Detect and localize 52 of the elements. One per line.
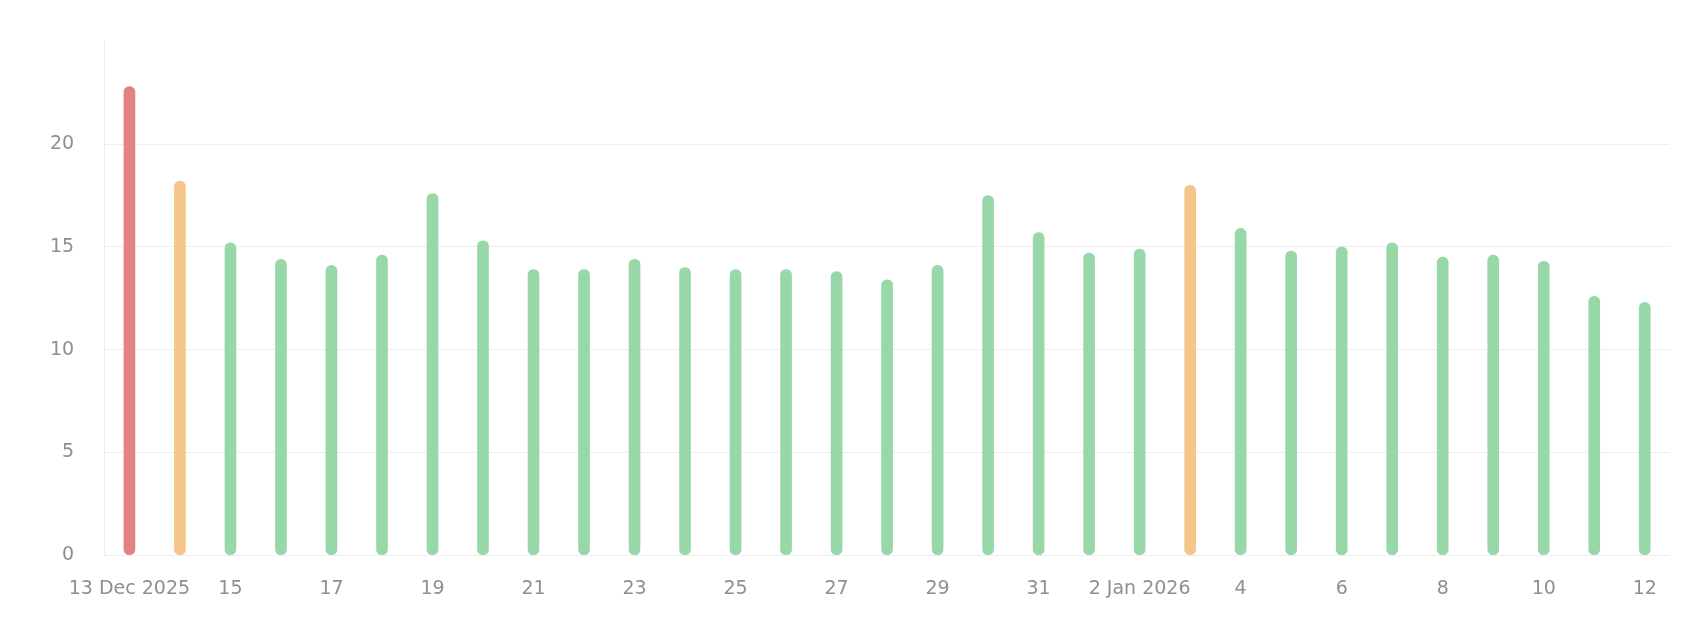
bar: [881, 279, 893, 556]
x-tick-label: 13 Dec 2025: [68, 575, 191, 598]
bar: [1032, 232, 1045, 556]
y-tick-label: 5: [62, 439, 75, 462]
x-tick-label: 19: [420, 575, 445, 598]
bar: [174, 180, 186, 556]
x-tick-label: 21: [521, 575, 546, 598]
y-tick-label: 20: [49, 131, 75, 154]
bar: [376, 254, 388, 556]
bar: [628, 258, 641, 556]
bar: [1588, 295, 1601, 556]
x-tick-label: 6: [1335, 575, 1348, 598]
x-tick-label: 2 Jan 2026: [1088, 575, 1191, 598]
x-tick-label: 10: [1531, 575, 1556, 598]
bar: [982, 195, 994, 556]
bar: [1638, 302, 1651, 556]
bar: [830, 271, 843, 556]
bar: [325, 265, 338, 556]
bar: [578, 269, 590, 556]
bar: [1133, 248, 1146, 556]
bar: [477, 240, 489, 556]
bar: [1184, 184, 1196, 556]
bar: [679, 267, 691, 556]
bar: [729, 269, 742, 556]
x-tick-label: 12: [1632, 575, 1657, 598]
bar: [275, 258, 287, 556]
y-tick-label: 10: [49, 336, 75, 359]
bar: [1537, 260, 1550, 556]
bar: [1083, 252, 1095, 556]
bar: [1386, 242, 1399, 556]
bar: [527, 269, 540, 556]
x-tick-label: 23: [622, 575, 647, 598]
bar: [224, 242, 237, 556]
y-tick-label: 0: [62, 542, 75, 565]
x-tick-label: 17: [319, 575, 344, 598]
y-tick-label: 15: [49, 233, 75, 256]
bar: [1285, 250, 1297, 556]
bar: [1234, 228, 1247, 556]
bar: [1335, 246, 1348, 556]
bar: [1487, 254, 1500, 556]
x-tick-label: 25: [723, 575, 748, 598]
bar: [123, 86, 136, 556]
x-tick-label: 29: [925, 575, 950, 598]
x-tick-label: 15: [218, 575, 243, 598]
x-tick-label: 8: [1436, 575, 1449, 598]
x-tick-label: 27: [824, 575, 849, 598]
x-tick-label: 4: [1234, 575, 1247, 598]
x-tick-label: 31: [1026, 575, 1051, 598]
bar: [780, 269, 792, 556]
bar: [426, 193, 439, 556]
bar: [931, 265, 944, 556]
bar: [1436, 256, 1449, 556]
